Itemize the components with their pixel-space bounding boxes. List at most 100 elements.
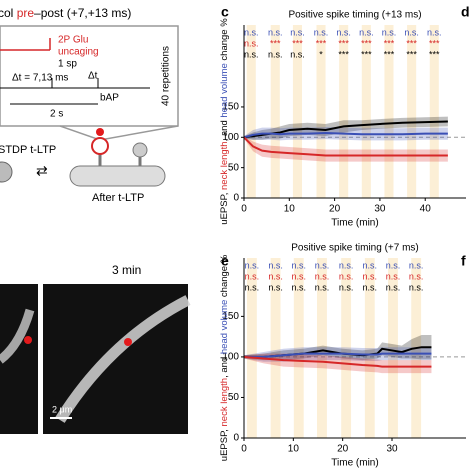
delta-t-label: Δt = 7,13 ms <box>12 73 68 84</box>
period-label: 2 s <box>50 109 63 120</box>
repetitions-label: 40 repetitions <box>161 46 172 106</box>
significance-label: n.s. <box>315 282 330 292</box>
scale-label: 2 μm <box>52 404 72 414</box>
significance-label: n.s. <box>268 49 283 59</box>
y-axis-label: uEPSP, neck length, and head volume chan… <box>219 18 230 225</box>
significance-label: n.s. <box>244 27 259 37</box>
title-part: col <box>0 6 17 20</box>
x-tick-label: 10 <box>284 204 296 215</box>
stim-column <box>429 25 439 198</box>
y-tick-label: 0 <box>233 433 239 444</box>
panel-letter: f <box>461 253 466 269</box>
panel-letter: d <box>461 4 470 20</box>
before-label: STDP t-LTP <box>0 144 56 156</box>
exchange-arrow: ⇄ <box>36 163 48 179</box>
significance-label: n.s. <box>409 271 424 281</box>
chart-title: Positive spike timing (+7 ms) <box>291 243 419 254</box>
significance-label: *** <box>384 38 395 48</box>
y-tick-label: 0 <box>233 193 239 204</box>
delta-t: Δt <box>88 71 98 82</box>
significance-label: n.s. <box>339 282 354 292</box>
x-tick-label: 0 <box>241 444 247 455</box>
significance-label: n.s. <box>339 260 354 270</box>
protocol-title: col pre–post (+7,+13 ms) <box>0 6 131 20</box>
significance-label: n.s. <box>336 27 351 37</box>
significance-label: *** <box>270 38 281 48</box>
significance-label: n.s. <box>268 271 283 281</box>
significance-label: n.s. <box>292 271 307 281</box>
y-tick-label: 150 <box>222 311 239 322</box>
stim-column <box>407 25 417 198</box>
spine-head <box>132 142 148 158</box>
significance-label: *** <box>384 49 395 59</box>
x-tick-label: 20 <box>337 444 349 455</box>
stim-column <box>316 25 326 198</box>
significance-label: *** <box>292 38 303 48</box>
y-axis-label: uEPSP, neck length, and head volume chan… <box>219 254 230 461</box>
significance-label: n.s. <box>314 27 329 37</box>
significance-label: *** <box>406 38 417 48</box>
y-label-part: uEPSP, <box>219 190 230 225</box>
time-label: 3 min <box>112 263 141 277</box>
y-tick-label: 100 <box>222 132 239 143</box>
significance-label: *** <box>361 49 372 59</box>
x-tick-label: 0 <box>241 204 247 215</box>
y-label-part: neck length <box>219 378 230 427</box>
series-line <box>243 120 448 139</box>
uncaging-spot <box>124 338 132 346</box>
x-tick-label: 30 <box>386 444 398 455</box>
significance-label: *** <box>338 49 349 59</box>
protocol-box <box>0 25 179 127</box>
title-part: –post (+7,+13 ms) <box>34 6 131 20</box>
y-tick-label: 100 <box>222 352 239 363</box>
title-pre: pre <box>17 6 35 20</box>
stim-column <box>317 258 327 438</box>
significance-label: n.s. <box>268 282 283 292</box>
y-label-part: head volume <box>219 63 230 117</box>
uncaging-spot <box>24 336 32 344</box>
significance-label: n.s. <box>404 27 419 37</box>
significance-label: n.s. <box>386 260 401 270</box>
y-tick-label: 150 <box>222 102 239 113</box>
significance-label: n.s. <box>315 260 330 270</box>
significance-label: n.s. <box>427 27 442 37</box>
significance-label: n.s. <box>292 260 307 270</box>
spine <box>0 161 13 183</box>
series-line <box>243 355 432 368</box>
y-label-part: head volume <box>219 300 230 354</box>
significance-label: n.s. <box>363 271 378 281</box>
significance-label: n.s. <box>290 27 305 37</box>
bap-label: bAP <box>100 93 119 104</box>
panel-letter: e <box>221 253 229 269</box>
after-label: After t-LTP <box>92 192 144 204</box>
significance-label: n.s. <box>245 271 260 281</box>
x-tick-label: 10 <box>288 444 300 455</box>
x-tick-label: 20 <box>329 204 341 215</box>
stim-column <box>246 258 257 438</box>
significance-label: *** <box>361 38 372 48</box>
stim-column <box>339 25 349 198</box>
y-label-part: , and <box>219 118 230 142</box>
significance-label: *** <box>316 38 327 48</box>
y-label-part: change % <box>219 18 230 63</box>
significance-label: n.s. <box>268 27 283 37</box>
stim-column <box>293 258 304 438</box>
significance-label: n.s. <box>363 282 378 292</box>
x-tick-label: 40 <box>420 204 432 215</box>
y-label-part: uEPSP, <box>219 427 230 462</box>
y-label-part: , and <box>219 354 230 378</box>
image-dendrite <box>55 295 191 423</box>
significance-label: n.s. <box>244 38 259 48</box>
image-dendrite <box>0 308 35 364</box>
significance-label: n.s. <box>268 260 283 270</box>
significance-label: n.s. <box>339 271 354 281</box>
x-axis-label: Time (min) <box>331 458 378 469</box>
uncaging-label: uncaging <box>58 47 99 58</box>
significance-label: n.s. <box>386 282 401 292</box>
stim-column <box>361 25 371 198</box>
significance-label: *** <box>429 49 440 59</box>
series-line <box>243 132 448 139</box>
y-label-part: neck length <box>219 141 230 190</box>
chart-title: Positive spike timing (+13 ms) <box>288 10 421 21</box>
